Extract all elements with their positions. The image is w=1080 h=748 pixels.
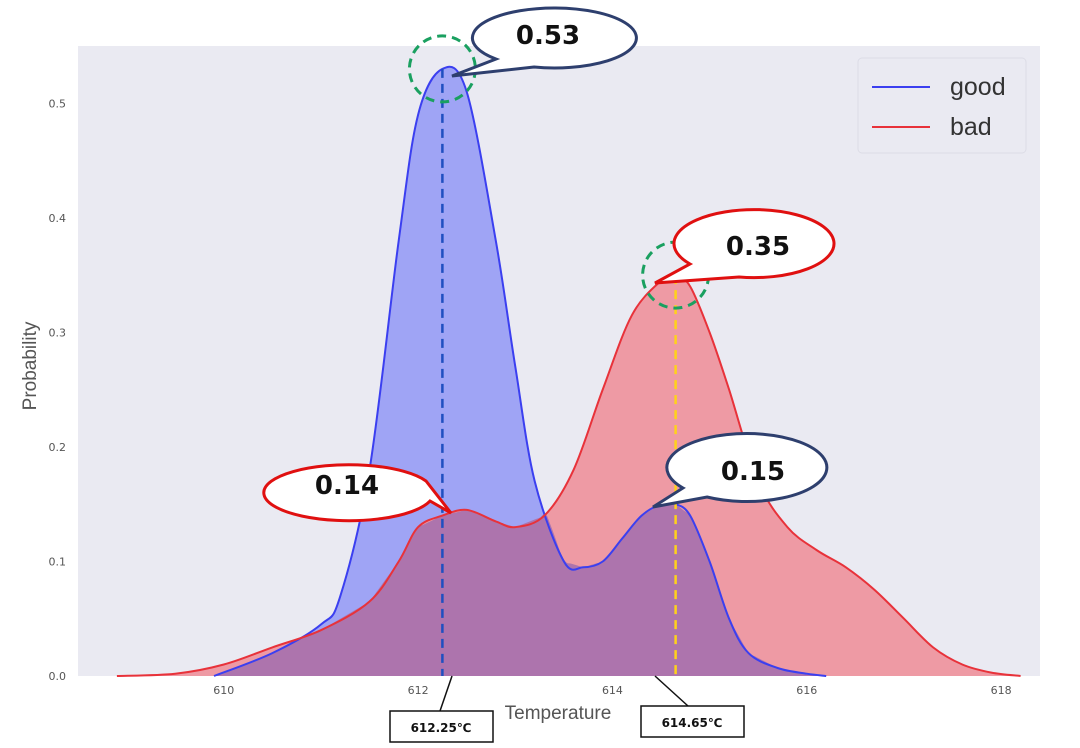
x-tick-label: 618: [991, 684, 1012, 697]
y-tick-label: 0.3: [49, 326, 67, 339]
area-overlap: [214, 504, 827, 676]
series-lines: [116, 65, 1021, 677]
legend-label-bad: bad: [950, 113, 992, 141]
callout-bad-at-612: 0.14: [262, 463, 453, 523]
y-tick-label: 0.2: [49, 441, 67, 454]
callout-bubble: [654, 208, 836, 285]
area-fill-bad: [116, 274, 1021, 676]
marker-box: [389, 710, 494, 743]
callout-peak-good: 0.53: [451, 6, 638, 78]
marker-label-612: 612.25℃: [389, 675, 494, 743]
x-tick-label: 616: [796, 684, 817, 697]
y-axis-label: Probability: [20, 321, 41, 410]
marker-text: 614.65℃: [662, 716, 723, 730]
y-tick-label: 0.4: [49, 212, 67, 225]
x-axis-ticks: 610 612 614 616 618: [213, 684, 1011, 697]
marker-box: [640, 705, 745, 738]
legend-label-good: good: [950, 73, 1006, 101]
callout-bubble: [262, 463, 453, 523]
marker-leader-line: [654, 675, 689, 707]
x-axis-label: Temperature: [505, 703, 612, 724]
y-tick-label: 0.0: [49, 670, 67, 683]
series-line-good: [213, 65, 827, 677]
y-tick-label: 0.5: [49, 97, 67, 110]
y-axis-ticks: 0.0 0.1 0.2 0.3 0.4 0.5: [49, 97, 67, 683]
legend: good bad: [857, 57, 1027, 154]
callout-text: 0.15: [721, 457, 785, 487]
callout-good-at-614: 0.15: [652, 432, 829, 509]
callout-bubble: [652, 432, 829, 509]
callout-text: 0.35: [726, 232, 790, 262]
series-line-bad: [116, 273, 1021, 677]
x-tick-label: 610: [213, 684, 234, 697]
callout-text: 0.14: [315, 471, 379, 501]
y-tick-label: 0.1: [49, 555, 67, 568]
callout-bubble: [451, 6, 638, 78]
x-tick-label: 612: [408, 684, 429, 697]
callout-text: 0.53: [516, 21, 580, 51]
marker-label-614: 614.65℃: [640, 675, 745, 738]
marker-text: 612.25℃: [411, 721, 472, 735]
marker-leader-line: [439, 675, 453, 712]
series-fills: [116, 66, 1021, 677]
x-tick-label: 614: [602, 684, 623, 697]
callout-peak-bad: 0.35: [654, 208, 836, 285]
legend-box: [857, 57, 1027, 154]
